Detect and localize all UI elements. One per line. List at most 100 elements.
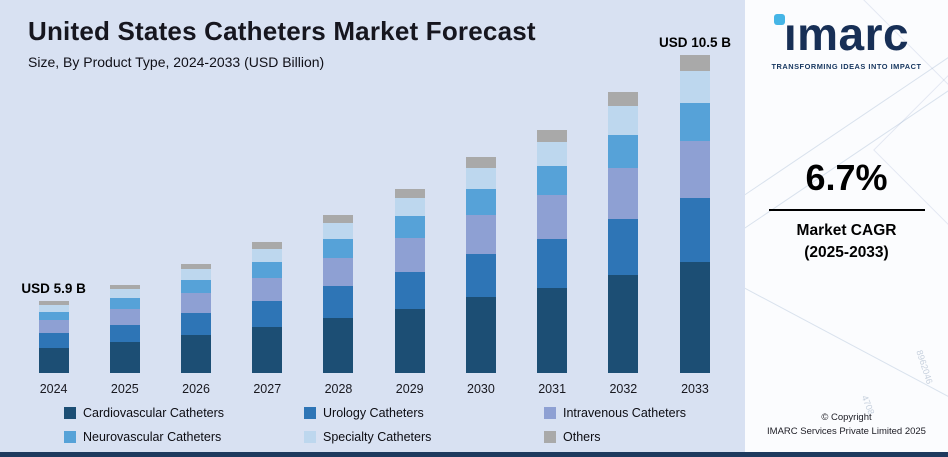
legend-item-specialty-catheters: Specialty Catheters [304,430,544,444]
stacked-bar-2030 [465,156,496,373]
legend-swatch-icon [304,407,316,419]
stacked-bar-2032 [608,92,639,373]
bar-segment [181,293,212,313]
bar-segment [465,215,496,255]
bar-segment [679,70,710,103]
bar-segment [109,285,140,290]
bar-column-2024: USD 5.9 B 2024 [18,281,89,396]
cagr-label: Market CAGR (2025-2033) [769,220,925,263]
legend-item-urology-catheters: Urology Catheters [304,406,544,420]
x-axis-label: 2032 [609,382,638,396]
bar-segment [38,311,69,321]
page-title: United States Catheters Market Forecast [28,16,536,46]
bottom-accent-bar [0,452,948,457]
bar-segment [537,129,568,143]
bar-segment [323,286,354,318]
bar-segment [394,238,425,272]
x-axis-label: 2029 [395,382,424,396]
stacked-bar-2027 [252,242,283,373]
legend-item-others: Others [544,430,735,444]
legend-swatch-icon [304,431,316,443]
cagr-label-line1: Market CAGR [796,222,897,240]
stacked-bar-2024 [38,301,69,373]
bar-segment [465,297,496,373]
imarc-logo: ımarc TRANSFORMING IDEAS INTO IMPACT [772,10,922,71]
bar-segment [608,168,639,219]
bar-segment [109,289,140,299]
bar-segment [465,189,496,216]
bar-segment [608,92,639,107]
bar-segment [608,134,639,169]
stacked-bar-chart: USD 5.9 B 2024 2025 2026 2027 2028 2029 2030 203… [18,35,731,396]
copyright-line2: IMARC Services Private Limited 2025 [767,426,926,438]
bar-segment [679,261,710,373]
bar-column-2030: 2030 [445,156,516,396]
legend-label: Intravenous Catheters [563,406,686,420]
bar-segment [38,320,69,334]
bar-column-2032: 2032 [588,92,659,396]
bar-segment [252,327,283,373]
bar-segment [394,308,425,373]
imarc-logo-text: ımarc [772,10,922,58]
bar-column-2033: USD 10.5 B 2033 [659,35,731,396]
cagr-divider [768,209,925,212]
bar-column-2028: 2028 [303,215,374,396]
bar-segment [38,301,69,305]
logo-tagline: TRANSFORMING IDEAS INTO IMPACT [771,62,922,72]
bar-column-2031: 2031 [517,129,588,396]
x-axis-label: 2026 [182,382,210,396]
bar-segment [252,242,283,249]
bar-segment [394,216,425,239]
legend-label: Others [563,430,601,444]
x-axis-label: 2027 [253,382,282,396]
legend-label: Urology Catheters [323,406,424,420]
chart-legend: Cardiovascular Catheters Urology Catheter… [64,406,735,444]
bar-segment [537,287,568,373]
stacked-bar-2029 [394,188,425,373]
bar-segment [181,263,212,270]
stacked-bar-2025 [109,285,140,373]
bar-segment [465,167,496,190]
stacked-bar-2033 [679,55,710,373]
bar-segment [181,312,212,335]
bar-segment [537,166,568,196]
legend-label: Cardiovascular Catheters [83,406,225,420]
bar-segment [252,248,283,262]
bar-segment [109,324,140,343]
bar-segment [323,215,354,224]
brand-panel: 8962046 4708 ımarc TRANSFORMING IDEAS IN… [745,0,948,452]
bar-column-2026: 2026 [160,263,231,396]
chart-subtitle: Size, By Product Type, 2024-2033 (USD Bi… [28,54,325,70]
legend-swatch-icon [64,431,76,443]
stacked-bar-2028 [323,215,354,373]
bar-segment [679,55,710,71]
bar-segment [394,197,425,217]
bar-segment [323,238,354,258]
bar-segment [38,333,69,348]
legend-item-intravenous-catheters: Intravenous Catheters [544,406,735,420]
bar-segment [181,334,212,373]
bar-segment [679,197,710,262]
bar-segment [109,342,140,373]
cagr-block: 6.7% Market CAGR (2025-2033) [768,157,925,263]
bar-segment [252,277,283,302]
legend-swatch-icon [64,407,76,419]
x-axis-label: 2024 [39,382,68,396]
logo-dot-icon [773,14,785,25]
bar-segment [679,102,710,141]
cagr-value: 6.7% [805,157,888,199]
cagr-label-line2: (2025-2033) [804,243,889,261]
bar-segment [394,271,425,309]
chart-header: United States Catheters Market Forecast … [28,16,536,70]
x-axis-label: 2031 [538,382,567,396]
bar-segment [252,261,283,278]
bar-segment [323,257,354,287]
bar-segment [537,142,568,167]
bar-segment [38,304,69,312]
x-axis-label: 2033 [681,382,709,396]
bar-segment [537,195,568,240]
bar-segment [679,140,710,198]
bar-segment [608,106,639,135]
stacked-bar-2026 [181,263,212,373]
